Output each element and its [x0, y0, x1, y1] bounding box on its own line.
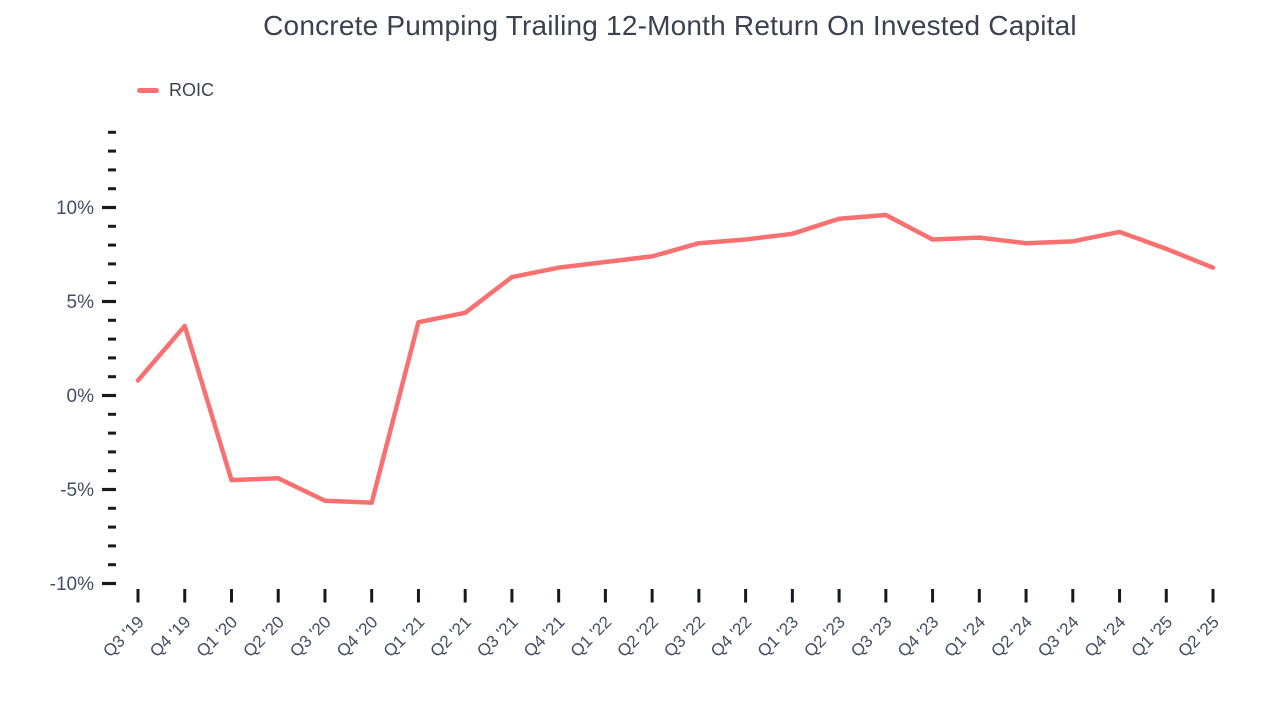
- x-tick-label: Q3 '21: [473, 612, 521, 660]
- x-tick-label: Q1 '25: [1128, 612, 1176, 660]
- roic-legend-label: ROIC: [169, 80, 214, 100]
- x-tick-label: Q3 '23: [847, 612, 895, 660]
- x-tick-label: Q4 '19: [146, 612, 194, 660]
- x-tick-label: Q4 '24: [1081, 612, 1129, 660]
- x-tick-label: Q3 '24: [1034, 612, 1082, 660]
- y-tick-label: -5%: [60, 480, 94, 501]
- x-tick-label: Q4 '21: [520, 612, 568, 660]
- x-tick-label: Q2 '24: [987, 612, 1035, 660]
- x-tick-label: Q2 '22: [613, 612, 661, 660]
- x-tick-label: Q1 '22: [567, 612, 615, 660]
- x-tick-label: Q2 '25: [1174, 612, 1222, 660]
- y-tick-label: -10%: [50, 574, 94, 595]
- x-tick-label: Q3 '22: [660, 612, 708, 660]
- y-tick-label: 0%: [67, 386, 95, 407]
- x-tick-label: Q3 '20: [286, 612, 334, 660]
- x-tick-label: Q1 '20: [193, 612, 241, 660]
- roic-line-series: [135, 212, 1216, 505]
- x-tick-label: Q2 '20: [240, 612, 288, 660]
- y-tick-label: 10%: [56, 198, 94, 219]
- x-tick-label: Q1 '21: [380, 612, 428, 660]
- x-tick-label: Q4 '20: [333, 612, 381, 660]
- x-tick-label: Q2 '23: [800, 612, 848, 660]
- x-tick-label: Q1 '24: [941, 612, 989, 660]
- chart-title: Concrete Pumping Trailing 12-Month Retur…: [263, 10, 1077, 41]
- legend: ROIC: [137, 80, 214, 101]
- x-tick-label: Q3 '19: [99, 612, 147, 660]
- y-tick-label: 5%: [67, 292, 95, 313]
- x-tick-label: Q4 '23: [894, 612, 942, 660]
- roic-line: [135, 212, 1216, 505]
- y-axis: -10% -5% 0% 5% 10%: [50, 130, 116, 595]
- x-tick-label: Q4 '22: [707, 612, 755, 660]
- x-tick-label: Q1 '23: [754, 612, 802, 660]
- roic-legend-swatch-icon: [137, 88, 159, 93]
- x-tick-label: Q2 '21: [427, 612, 475, 660]
